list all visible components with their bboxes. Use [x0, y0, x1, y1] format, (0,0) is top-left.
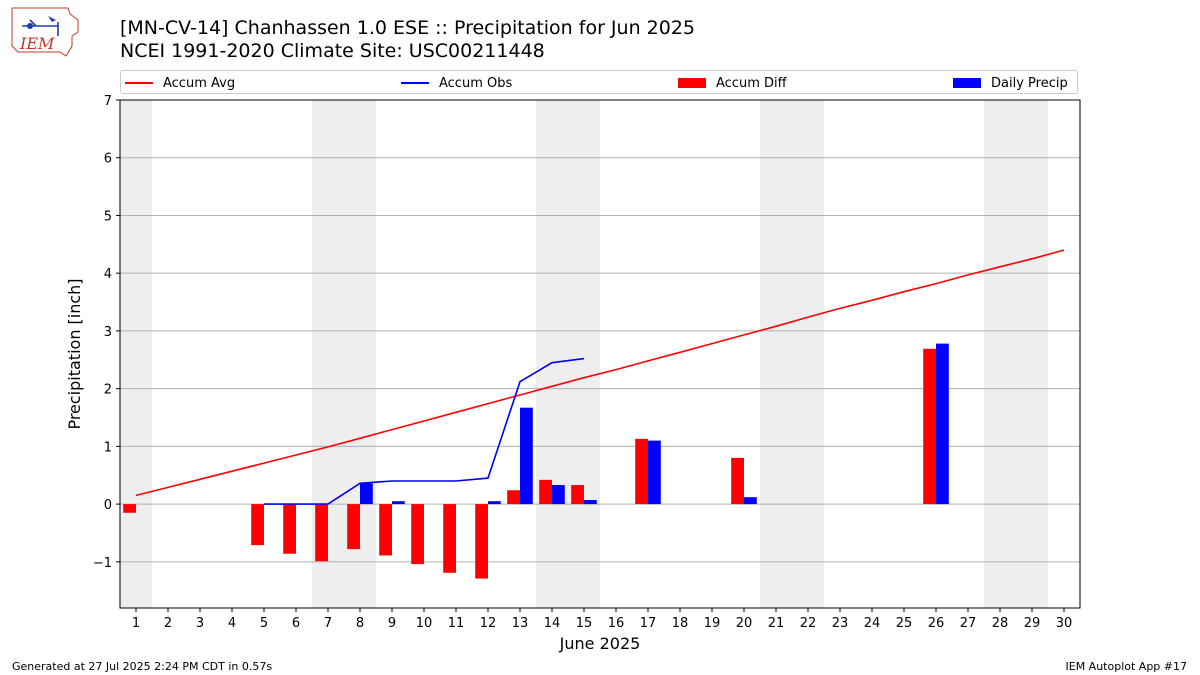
bars — [123, 343, 949, 579]
legend-item-accum-avg: Accum Avg — [125, 74, 235, 92]
x-tick-label: 13 — [512, 616, 529, 631]
daily-precip-bar — [552, 485, 565, 505]
x-tick-label: 6 — [292, 616, 300, 631]
legend-label-daily-precip: Daily Precip — [991, 75, 1068, 91]
legend-label-accum-obs: Accum Obs — [439, 75, 513, 91]
iem-logo: IEM — [11, 7, 79, 57]
y-tick-label: 0 — [104, 498, 112, 513]
x-tick-label: 28 — [992, 616, 1009, 631]
plot-frame — [119, 99, 1081, 609]
x-tick-label: 11 — [448, 616, 465, 631]
x-tick-label: 24 — [864, 616, 881, 631]
daily-precip-bar — [360, 483, 373, 505]
x-tick-label: 20 — [736, 616, 753, 631]
x-tick-label: 27 — [960, 616, 977, 631]
accum-diff-bar — [283, 504, 296, 554]
footer-generated: Generated at 27 Jul 2025 2:24 PM CDT in … — [12, 660, 273, 673]
weekend-band — [984, 100, 1016, 608]
x-tick-label: 25 — [896, 616, 913, 631]
accum-diff-bar — [539, 479, 552, 505]
daily-precip-bar — [392, 501, 405, 505]
chart-subtitle: NCEI 1991-2020 Climate Site: USC00211448 — [120, 40, 545, 62]
chart-legend: Accum Avg Accum Obs Accum Diff Daily Pre… — [120, 70, 1078, 94]
x-tick-label: 1 — [132, 616, 140, 631]
y-tick-label: 3 — [104, 325, 112, 340]
x-tick-label: 9 — [388, 616, 396, 631]
legend-swatch-accum-diff — [678, 78, 706, 88]
accum-diff-bar — [379, 504, 392, 556]
svg-text:IEM: IEM — [19, 34, 55, 53]
y-tick-label: −1 — [93, 556, 112, 571]
accum-diff-bar — [571, 485, 584, 505]
x-tick-label: 21 — [768, 616, 785, 631]
accum-diff-bar — [507, 490, 520, 505]
y-tick-label: 5 — [104, 209, 112, 224]
legend-item-daily-precip: Daily Precip — [953, 74, 1068, 92]
accum-diff-bar — [123, 504, 136, 513]
accum-diff-bar — [315, 504, 328, 562]
daily-precip-bar — [744, 497, 757, 505]
accum-diff-bar — [411, 504, 424, 565]
x-tick-label: 22 — [800, 616, 817, 631]
legend-swatch-accum-obs — [401, 82, 429, 84]
x-tick-label: 29 — [1024, 616, 1041, 631]
x-tick-label: 2 — [164, 616, 172, 631]
weekend-band — [536, 100, 568, 608]
lines — [135, 249, 1065, 505]
chart-title: [MN-CV-14] Chanhassen 1.0 ESE :: Precipi… — [120, 17, 696, 39]
y-tick-label: 2 — [104, 383, 112, 398]
x-tick-label: 3 — [196, 616, 204, 631]
x-tick-label: 8 — [356, 616, 364, 631]
accum-obs-line — [264, 357, 585, 505]
x-tick-label: 26 — [928, 616, 945, 631]
weekend-band — [120, 100, 152, 608]
footer-app: IEM Autoplot App #17 — [1065, 660, 1188, 673]
weekend-band — [792, 100, 824, 608]
x-tick-label: 18 — [672, 616, 689, 631]
x-tick-label: 10 — [416, 616, 433, 631]
daily-precip-bar — [520, 407, 533, 505]
accum-diff-bar — [635, 438, 648, 505]
accum-diff-bar — [251, 504, 264, 546]
weekend-band — [760, 100, 792, 608]
x-tick-label: 14 — [544, 616, 561, 631]
accum-diff-bar — [475, 504, 488, 579]
legend-label-accum-avg: Accum Avg — [163, 75, 236, 91]
y-tick-label: 1 — [104, 440, 112, 455]
accum-diff-bar — [923, 348, 936, 505]
x-tick-label: 7 — [324, 616, 332, 631]
x-tick-label: 4 — [228, 616, 236, 631]
x-tick-label: 23 — [832, 616, 849, 631]
accum-diff-bar — [731, 457, 744, 505]
x-tick-label: 19 — [704, 616, 721, 631]
x-tick-label: 15 — [576, 616, 593, 631]
accum-diff-bar — [443, 504, 456, 573]
x-tick-label: 30 — [1056, 616, 1073, 631]
y-tick-label: 7 — [104, 94, 112, 109]
x-tick-label: 16 — [608, 616, 625, 631]
legend-swatch-daily-precip — [953, 78, 981, 88]
accum-avg-line — [135, 249, 1065, 497]
weekend-band — [568, 100, 600, 608]
legend-item-accum-obs: Accum Obs — [401, 74, 512, 92]
legend-item-accum-diff: Accum Diff — [678, 74, 787, 92]
daily-precip-bar — [936, 343, 949, 505]
x-tick-label: 12 — [480, 616, 497, 631]
daily-precip-bar — [584, 500, 597, 505]
x-tick-label: 17 — [640, 616, 657, 631]
legend-label-accum-diff: Accum Diff — [716, 75, 787, 91]
daily-precip-bar — [488, 501, 501, 505]
accum-diff-bar — [347, 504, 360, 550]
weekend-band — [1016, 100, 1048, 608]
y-tick-label: 4 — [104, 267, 112, 282]
y-axis-label: Precipitation [inch] — [65, 278, 84, 429]
plot-frame-rect — [119, 99, 1081, 609]
x-tick-label: 5 — [260, 616, 268, 631]
x-axis-label: June 2025 — [559, 634, 641, 653]
y-tick-label: 6 — [104, 152, 112, 167]
legend-swatch-accum-avg — [125, 82, 153, 84]
daily-precip-bar — [648, 440, 661, 505]
